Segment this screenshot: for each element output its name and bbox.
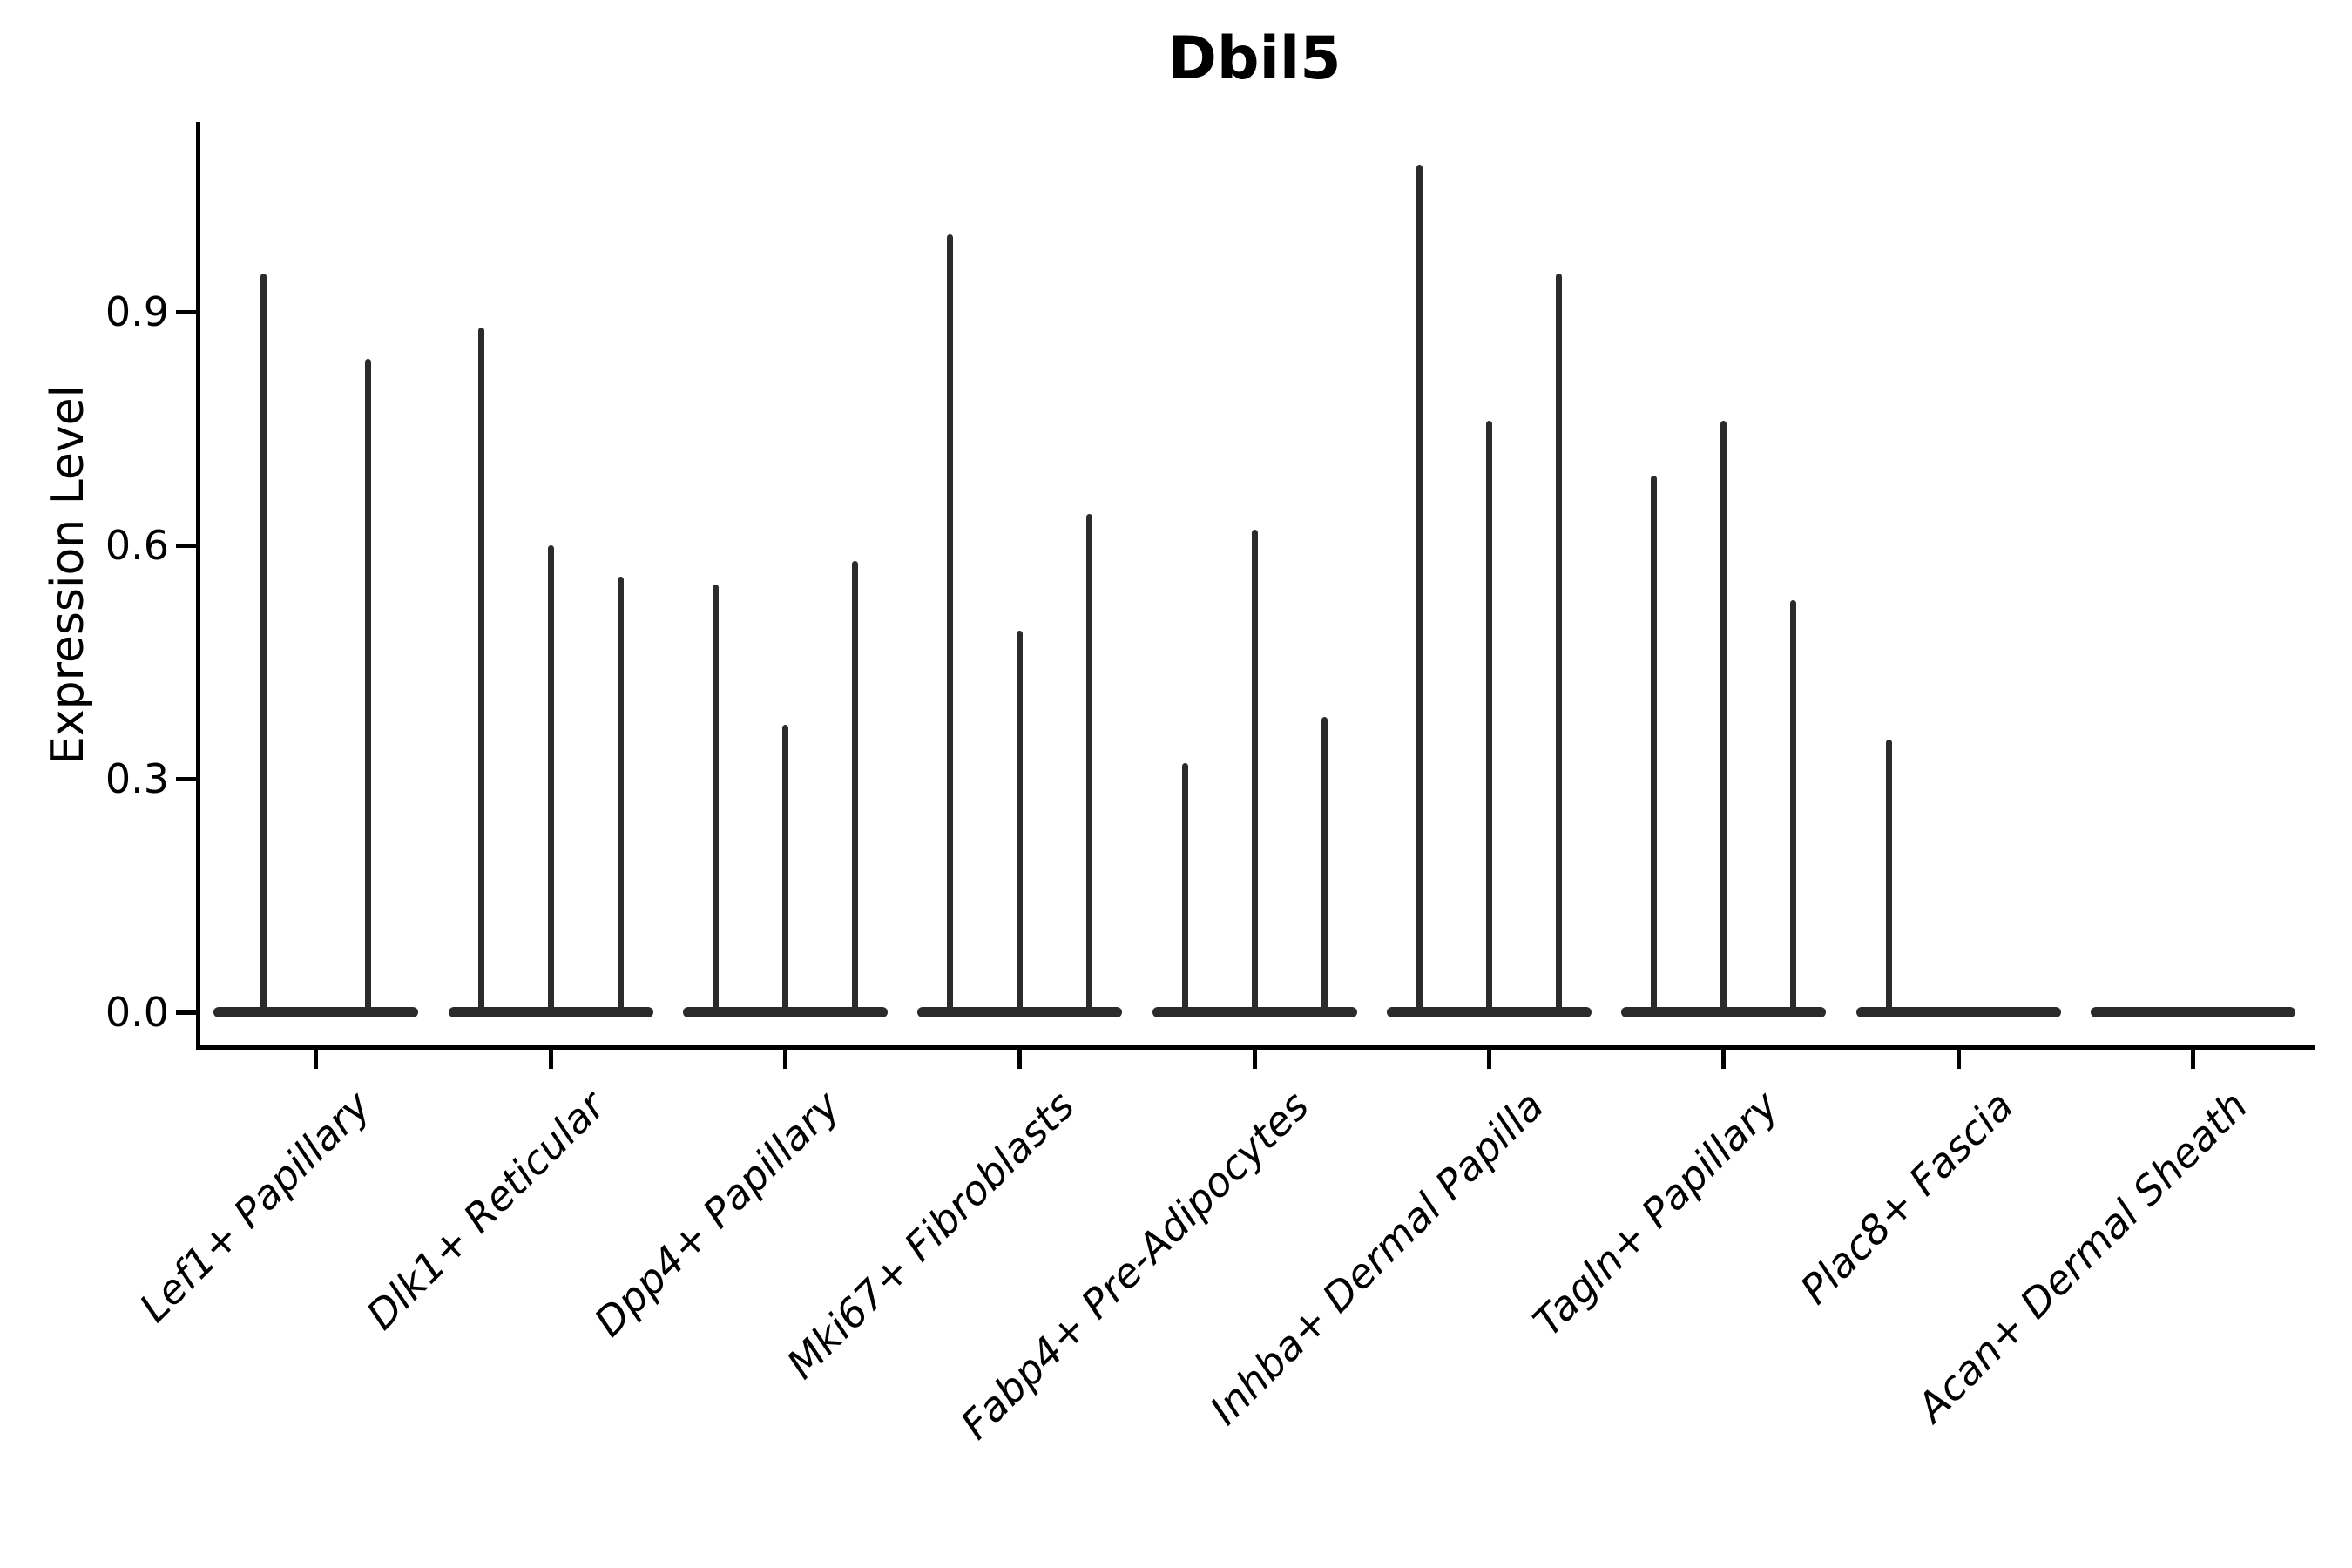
x-tick-label: Lef1+ Papillary xyxy=(130,1082,380,1331)
violin-spike xyxy=(1720,421,1727,1012)
y-tick-label: 0.0 xyxy=(105,989,169,1036)
violin-spike xyxy=(1885,740,1892,1012)
violin-base xyxy=(1855,1007,2061,1017)
violin-spike xyxy=(947,234,954,1012)
y-tick-label: 0.3 xyxy=(105,755,169,803)
x-tick-mark xyxy=(1252,1050,1257,1069)
violin-spike xyxy=(365,358,372,1012)
x-tick-mark xyxy=(1956,1050,1961,1069)
x-tick-mark xyxy=(1017,1050,1023,1069)
y-axis-spine xyxy=(196,122,200,1050)
violin-spike xyxy=(477,328,484,1012)
violin-spike xyxy=(617,576,624,1012)
violin-spike xyxy=(712,584,719,1012)
violin-spike xyxy=(1555,273,1562,1012)
violin-spike xyxy=(1321,716,1328,1012)
violin-spike xyxy=(260,273,267,1012)
x-tick-label: Dlk1+ Reticular xyxy=(357,1082,615,1339)
y-tick-label: 0.6 xyxy=(105,522,169,570)
x-tick-mark xyxy=(782,1050,787,1069)
chart-title: Dbil5 xyxy=(1167,24,1342,93)
violin-spike xyxy=(1790,599,1797,1012)
violin-spike xyxy=(547,545,554,1012)
violin-spike xyxy=(1181,763,1188,1012)
violin-base xyxy=(917,1007,1123,1017)
y-tick-mark xyxy=(176,1010,197,1015)
violin-base xyxy=(213,1007,419,1017)
x-tick-mark xyxy=(1721,1050,1727,1069)
x-tick-mark xyxy=(548,1050,553,1069)
violin-spike xyxy=(851,561,858,1012)
x-tick-label: Plac8+ Fascia xyxy=(1790,1082,2023,1314)
violin-spike xyxy=(1485,421,1492,1012)
violin-base xyxy=(1621,1007,1827,1017)
violin-spike xyxy=(781,724,788,1012)
y-axis-label: Expression Level xyxy=(42,384,94,766)
y-tick-mark xyxy=(176,776,197,781)
y-tick-mark xyxy=(176,543,197,548)
x-tick-mark xyxy=(1486,1050,1491,1069)
violin-spike xyxy=(1086,514,1093,1012)
x-axis-spine xyxy=(196,1045,2315,1050)
violin-spike xyxy=(1416,164,1423,1012)
violin-base xyxy=(682,1007,888,1017)
x-tick-mark xyxy=(314,1050,319,1069)
x-tick-mark xyxy=(2190,1050,2195,1069)
x-tick-label: Tagln+ Papillary xyxy=(1524,1082,1788,1346)
violin-base xyxy=(448,1007,653,1017)
violin-spike xyxy=(1651,475,1658,1012)
violin-base xyxy=(1386,1007,1592,1017)
x-tick-label: Dpp4+ Papillary xyxy=(585,1082,849,1346)
violin-base xyxy=(2090,1007,2295,1017)
y-tick-label: 0.9 xyxy=(105,288,169,336)
violin-spike xyxy=(1251,530,1258,1012)
y-tick-mark xyxy=(176,309,197,314)
violin-spike xyxy=(1017,631,1024,1012)
violin-base xyxy=(1152,1007,1357,1017)
